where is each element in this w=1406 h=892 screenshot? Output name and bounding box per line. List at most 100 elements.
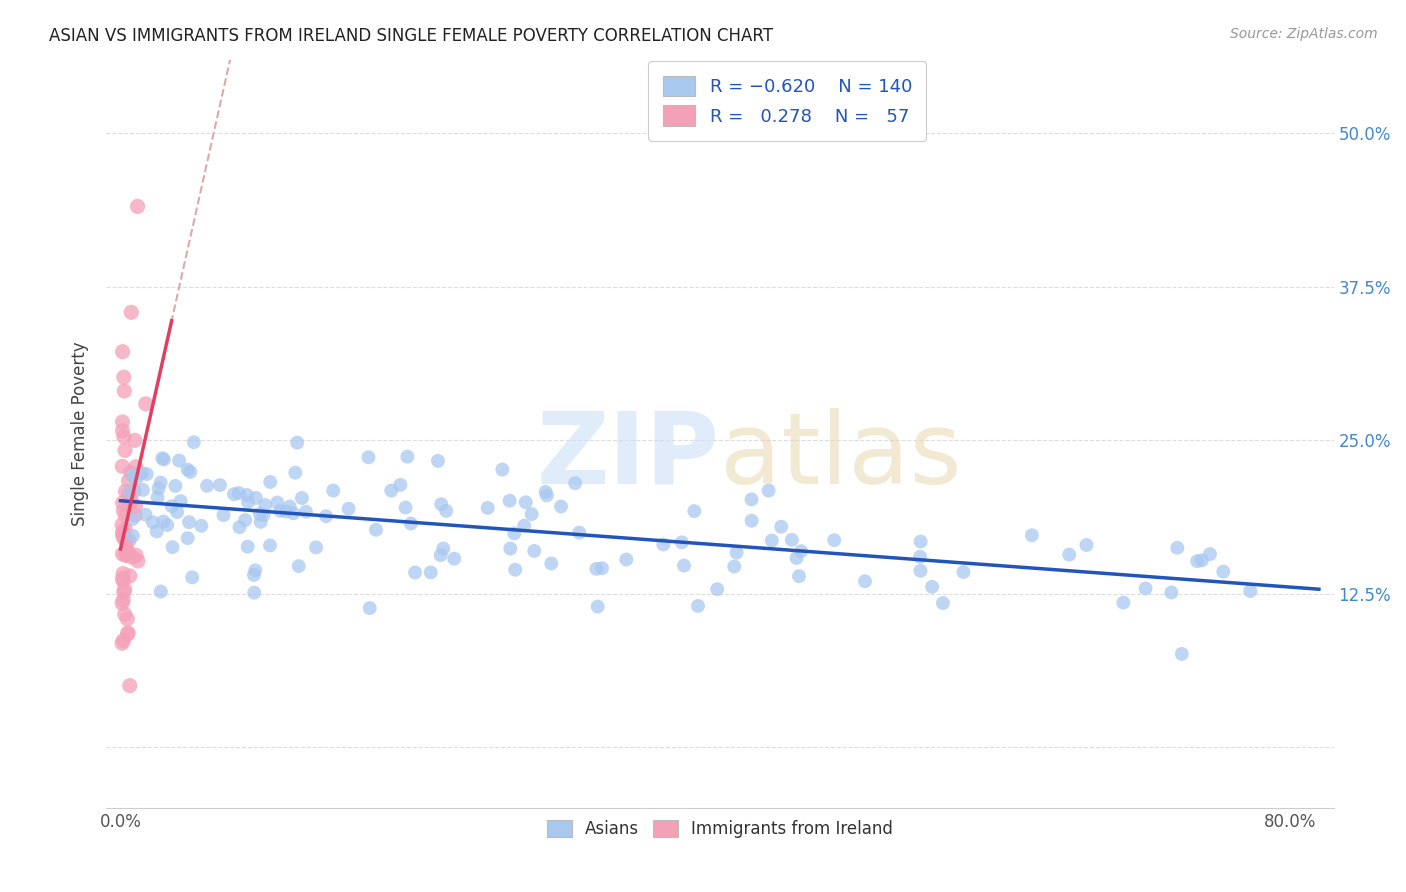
Point [269, 504, 291, 518]
Point [672, 558, 695, 573]
Point [740, 492, 762, 507]
Point [364, 523, 387, 537]
Point [160, 499, 183, 513]
Point [725, 546, 748, 560]
Point [1191, 553, 1213, 567]
Point [114, 484, 136, 499]
Point [910, 534, 932, 549]
Point [503, 526, 526, 541]
Point [148, 482, 170, 496]
Point [443, 551, 465, 566]
Point [236, 495, 259, 509]
Point [149, 475, 172, 490]
Point [932, 596, 955, 610]
Point [1171, 647, 1194, 661]
Point [419, 566, 441, 580]
Point [1212, 565, 1234, 579]
Point [770, 519, 793, 533]
Point [153, 452, 176, 467]
Point [120, 466, 142, 480]
Point [122, 483, 145, 498]
Point [396, 450, 419, 464]
Point [266, 495, 288, 509]
Point [564, 476, 586, 491]
Point [337, 501, 360, 516]
Point [152, 515, 174, 529]
Point [228, 520, 250, 534]
Point [150, 451, 173, 466]
Point [135, 467, 157, 482]
Point [112, 584, 135, 599]
Point [780, 533, 803, 547]
Point [114, 508, 136, 522]
Point [121, 468, 143, 483]
Point [112, 592, 135, 607]
Point [652, 537, 675, 551]
Point [111, 547, 134, 561]
Point [179, 465, 201, 479]
Point [228, 486, 250, 500]
Text: ZIP: ZIP [537, 408, 720, 505]
Point [404, 566, 426, 580]
Point [111, 344, 134, 359]
Point [357, 450, 380, 465]
Point [167, 453, 190, 467]
Point [124, 508, 146, 523]
Point [111, 527, 134, 541]
Point [430, 497, 453, 511]
Point [432, 541, 454, 556]
Point [208, 478, 231, 492]
Point [131, 466, 153, 480]
Point [149, 584, 172, 599]
Point [291, 491, 314, 505]
Point [952, 565, 974, 579]
Point [120, 305, 142, 319]
Point [114, 582, 136, 597]
Point [287, 559, 309, 574]
Point [758, 483, 780, 498]
Point [146, 491, 169, 505]
Point [118, 569, 141, 583]
Point [683, 504, 706, 518]
Point [614, 552, 637, 566]
Point [121, 550, 143, 565]
Point [112, 430, 135, 444]
Point [1199, 547, 1222, 561]
Point [1076, 538, 1098, 552]
Point [125, 549, 148, 563]
Point [111, 636, 134, 650]
Point [117, 612, 139, 626]
Point [503, 563, 526, 577]
Point [176, 462, 198, 476]
Point [124, 499, 146, 513]
Point [427, 454, 450, 468]
Point [121, 512, 143, 526]
Point [135, 397, 157, 411]
Point [276, 505, 298, 519]
Point [498, 493, 520, 508]
Point [394, 500, 416, 515]
Point [591, 561, 613, 575]
Point [853, 574, 876, 589]
Point [540, 557, 562, 571]
Point [910, 564, 932, 578]
Point [115, 535, 138, 549]
Point [380, 483, 402, 498]
Point [283, 506, 305, 520]
Point [132, 483, 155, 497]
Point [399, 516, 422, 531]
Point [686, 599, 709, 613]
Point [114, 607, 136, 622]
Point [117, 474, 139, 488]
Point [111, 496, 134, 510]
Point [134, 508, 156, 522]
Point [245, 491, 267, 505]
Point [1021, 528, 1043, 542]
Point [259, 475, 281, 489]
Point [125, 471, 148, 485]
Point [181, 570, 204, 584]
Point [536, 488, 558, 502]
Point [491, 462, 513, 476]
Point [252, 508, 274, 523]
Point [1135, 582, 1157, 596]
